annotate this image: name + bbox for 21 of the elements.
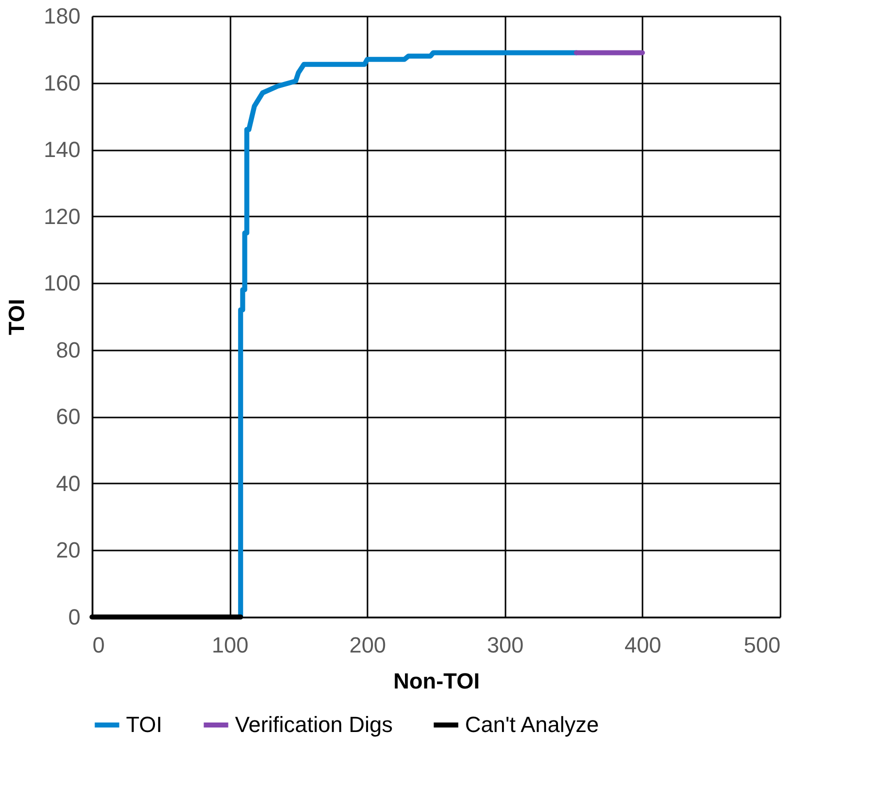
x-axis-title: Non-TOI bbox=[393, 668, 480, 694]
y-tick-label: 140 bbox=[44, 137, 80, 162]
y-tick-label: 120 bbox=[44, 204, 80, 229]
x-tick-label: 400 bbox=[624, 632, 662, 658]
y-axis-title: TOI bbox=[4, 298, 29, 336]
legend-label: Can't Analyze bbox=[465, 712, 599, 737]
y-tick-label: 180 bbox=[44, 4, 80, 28]
y-tick-label: 160 bbox=[44, 70, 80, 96]
y-tick-label: 100 bbox=[44, 270, 80, 296]
legend-label: TOI bbox=[126, 712, 162, 737]
x-tick-label: 200 bbox=[349, 632, 386, 658]
legend-label: Verification Digs bbox=[235, 712, 393, 737]
x-tick-label: 100 bbox=[212, 632, 248, 658]
x-tick-label: 0 bbox=[92, 632, 105, 658]
y-tick-label: 80 bbox=[56, 337, 80, 362]
x-tick-label: 500 bbox=[744, 632, 780, 658]
y-tick-label: 0 bbox=[68, 604, 80, 630]
y-tick-label: 40 bbox=[56, 470, 80, 496]
y-tick-label: 20 bbox=[56, 538, 80, 563]
x-tick-label: 300 bbox=[486, 632, 524, 658]
y-tick-label: 60 bbox=[56, 404, 80, 430]
